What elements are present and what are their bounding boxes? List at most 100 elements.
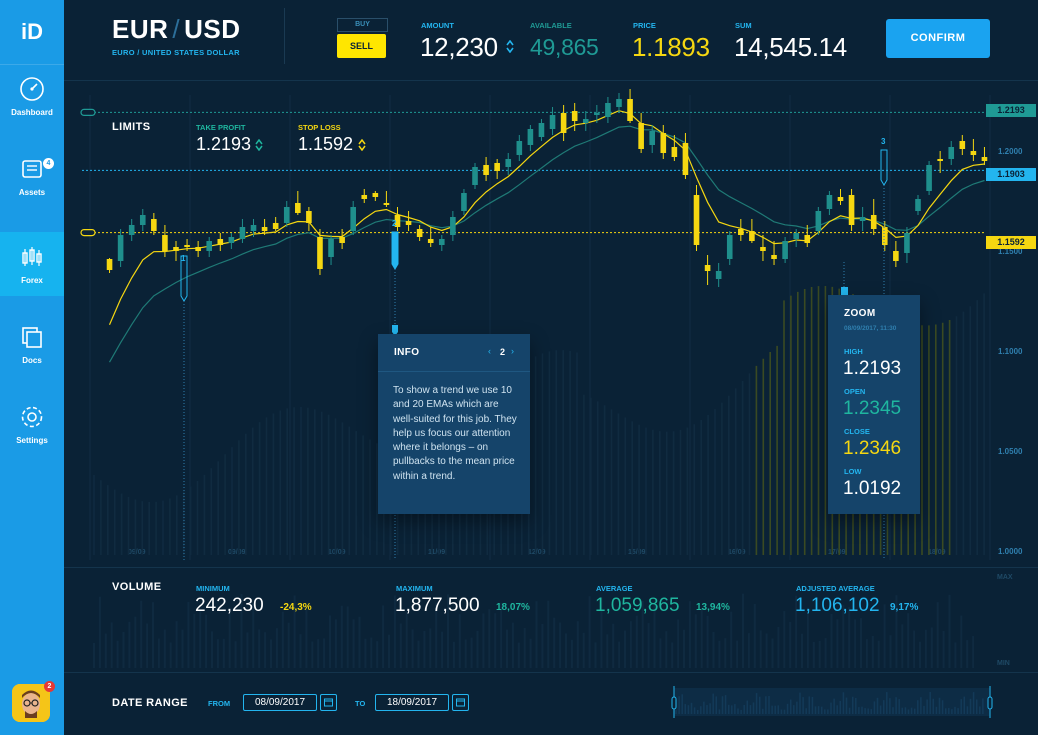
candle-body (317, 237, 323, 269)
candle (981, 147, 988, 165)
info-page: 2 (500, 347, 506, 357)
candle-body (527, 129, 534, 145)
candle-body (760, 247, 766, 251)
candle (228, 233, 235, 249)
candle (505, 153, 512, 175)
take-profit-value[interactable]: 1.2193 (196, 134, 252, 154)
candle-body (261, 227, 268, 231)
candle-body (771, 255, 777, 259)
stop-loss-value[interactable]: 1.1592 (298, 134, 354, 154)
dashboard-icon (20, 76, 44, 101)
price-value: 1.1893 (632, 32, 710, 62)
stop-loss-label: STOP LOSS (298, 123, 341, 132)
sidebar-item-forex[interactable]: Forex (0, 232, 64, 296)
info-next-icon[interactable]: › (511, 346, 514, 356)
candle (926, 161, 932, 195)
stop-loss-stepper-icon[interactable] (358, 139, 366, 151)
candle-body (328, 239, 334, 257)
candle-body (738, 229, 744, 235)
candle (970, 139, 977, 161)
high-value: 1.2193 (843, 358, 902, 379)
base-currency: EUR (112, 14, 169, 44)
candle (715, 263, 722, 287)
divider (378, 371, 530, 372)
candle (527, 125, 534, 151)
info-prev-icon[interactable]: ‹ (488, 346, 491, 356)
amount-value[interactable]: 12,230 (420, 32, 498, 62)
marker-flag (391, 231, 399, 270)
pair-divider: / (172, 14, 181, 44)
forex-icon (22, 246, 42, 266)
candle (937, 151, 943, 173)
ema-20-line (108, 125, 985, 363)
candle-body (472, 167, 478, 185)
to-date-input[interactable]: 18/09/2017 (375, 694, 449, 711)
volume-title: VOLUME (112, 581, 162, 593)
avatar[interactable] (12, 684, 50, 722)
take-profit-stepper-icon[interactable] (255, 139, 263, 151)
candle (372, 191, 379, 201)
sidebar-item-docs[interactable]: Docs (0, 312, 64, 376)
candle (826, 191, 833, 215)
avatar-image (12, 684, 50, 722)
buy-toggle[interactable]: BUY (337, 18, 388, 32)
sidebar-item-assets[interactable]: Assets 4 (0, 144, 64, 208)
candle-body (549, 115, 556, 129)
candle-body (627, 99, 633, 121)
volume-axis-max: MAX (997, 574, 1013, 581)
candle (660, 125, 667, 159)
candle-body (616, 99, 622, 107)
candle-body (505, 159, 512, 167)
candle-body (106, 259, 113, 270)
candle (383, 191, 390, 207)
chart-area: 1.2000 1.1500 1.1000 1.0500 1.0000 09/09 09/09… (64, 0, 1038, 735)
candle-body (184, 245, 190, 247)
calendar-icon[interactable] (320, 694, 337, 711)
candle (693, 185, 700, 251)
candle-body (217, 239, 224, 245)
x-tick-label: 10/09 (328, 549, 346, 556)
notifications-badge: 2 (44, 681, 55, 692)
sum-label: SUM (735, 21, 752, 30)
y-tick-label: 1.0000 (998, 547, 1023, 556)
sidebar-item-settings[interactable]: Settings (0, 392, 64, 456)
x-tick-label: 11/09 (428, 549, 445, 556)
volume-min-change: -24,3% (280, 602, 312, 613)
candle (560, 105, 567, 141)
candle-body (594, 113, 600, 115)
from-date-input[interactable]: 08/09/2017 (243, 694, 317, 711)
price-chart[interactable]: 1.2000 1.1500 1.1000 1.0500 1.0000 09/09 09/09… (64, 0, 1038, 735)
candle-body (815, 211, 822, 231)
candle-body (671, 147, 678, 157)
candle (738, 219, 744, 241)
candle-body (450, 217, 456, 235)
candle-body (162, 235, 168, 251)
candle (671, 135, 678, 161)
sidebar-item-dashboard[interactable]: Dashboard (0, 64, 64, 128)
candle-body (295, 203, 301, 213)
confirm-button[interactable]: CONFIRM (886, 19, 990, 58)
available-value: 49,865 (530, 34, 599, 60)
info-tooltip: INFO ‹ 2 › To show a trend we use 10 and… (378, 334, 530, 514)
x-tick-label: 09/09 (128, 549, 146, 556)
candle (405, 211, 412, 231)
divider (64, 567, 1038, 568)
candle-body (372, 193, 379, 197)
candle (472, 163, 478, 189)
divider (64, 672, 1038, 673)
candle (549, 107, 556, 135)
candle (804, 225, 811, 247)
sell-toggle[interactable]: SELL (337, 34, 386, 58)
candle (893, 241, 899, 267)
low-label: LOW (844, 467, 862, 476)
candle (649, 125, 656, 153)
candle-body (926, 165, 932, 191)
candle-body (870, 215, 877, 229)
candle (749, 219, 755, 243)
candle (638, 113, 644, 153)
limits-title: LIMITS (112, 121, 151, 133)
candle (350, 201, 356, 235)
candle-body (438, 239, 445, 245)
calendar-icon[interactable] (452, 694, 469, 711)
amount-stepper-icon[interactable] (506, 40, 514, 53)
